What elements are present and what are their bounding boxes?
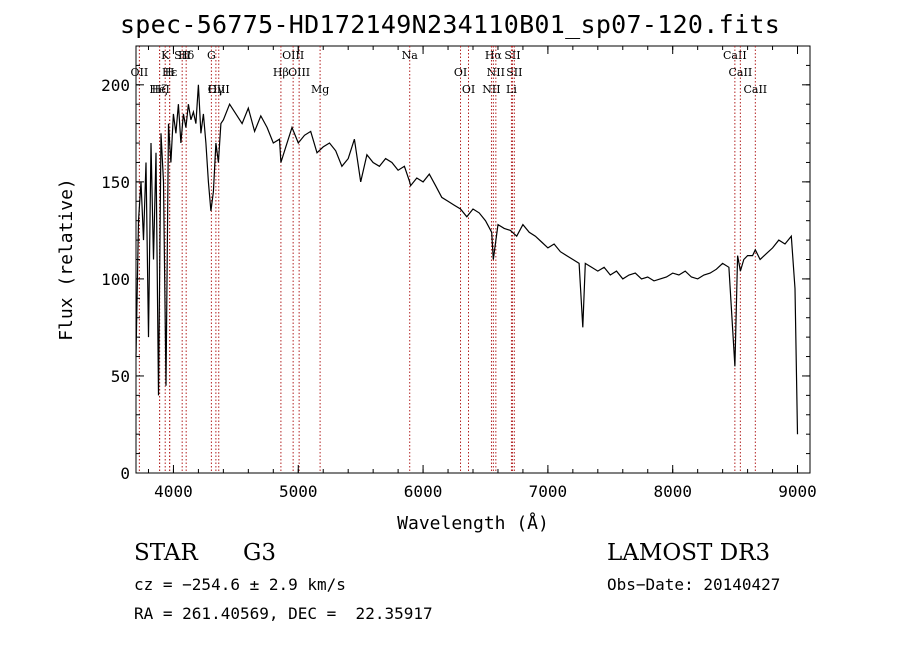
spectral-subclass: G3 <box>243 540 277 566</box>
x-tick-label: 8000 <box>653 482 692 501</box>
line-label: CaII <box>743 83 767 96</box>
x-tick-label: 5000 <box>279 482 318 501</box>
line-label: SII <box>504 49 520 62</box>
chart-title: spec-56775-HD172149N234110B01_sp07-120.f… <box>119 10 781 39</box>
redshift-label: cz = −254.6 ± 2.9 km/s <box>134 575 346 594</box>
line-label: OIII <box>288 66 310 79</box>
line-label: SII <box>174 49 190 62</box>
object-type: STAR <box>134 540 198 566</box>
line-label: CaII <box>723 49 747 62</box>
line-label: G <box>207 49 216 62</box>
x-tick-label: 9000 <box>778 482 817 501</box>
line-label: OI <box>454 66 467 79</box>
y-tick-label: 50 <box>111 367 130 386</box>
coordinates-label: RA = 261.40569, DEC = 22.35917 <box>134 604 433 623</box>
y-tick-label: 0 <box>120 464 130 483</box>
y-tick-label: 150 <box>101 173 130 192</box>
obs-date-label: Obs−Date: 20140427 <box>607 575 781 594</box>
y-axis-label: Flux (relative) <box>56 178 77 341</box>
x-tick-label: 7000 <box>529 482 568 501</box>
line-label: Li <box>506 83 517 96</box>
x-tick-label: 6000 <box>404 482 443 501</box>
line-label: Hγ <box>208 83 225 96</box>
spectrum-line <box>135 84 799 435</box>
x-axis-label: Wavelength (Å) <box>397 512 549 534</box>
line-label: K <box>161 49 170 62</box>
line-label: OI <box>462 83 475 96</box>
line-label: SII <box>506 66 522 79</box>
y-tick-label: 200 <box>101 76 130 95</box>
y-tick-label: 100 <box>101 270 130 289</box>
line-label: Mg <box>311 83 329 96</box>
line-label: OIII <box>208 83 230 96</box>
line-label: NII <box>482 83 500 96</box>
line-label: Na <box>402 49 419 62</box>
plot-frame <box>135 45 811 474</box>
line-label: Hε <box>162 66 178 79</box>
survey-label: LAMOST DR3 <box>607 540 771 566</box>
line-label: Hζ <box>152 83 168 96</box>
line-label: CaII <box>729 66 753 79</box>
x-tick-label: 4000 <box>154 482 193 501</box>
line-label: OII <box>131 66 149 79</box>
line-label: Hβ <box>273 66 289 79</box>
line-label: Hα <box>485 49 503 62</box>
line-label: H <box>165 66 175 79</box>
line-label: Hδ <box>178 49 195 62</box>
line-label: NII <box>487 66 505 79</box>
line-label: OIII <box>282 49 304 62</box>
